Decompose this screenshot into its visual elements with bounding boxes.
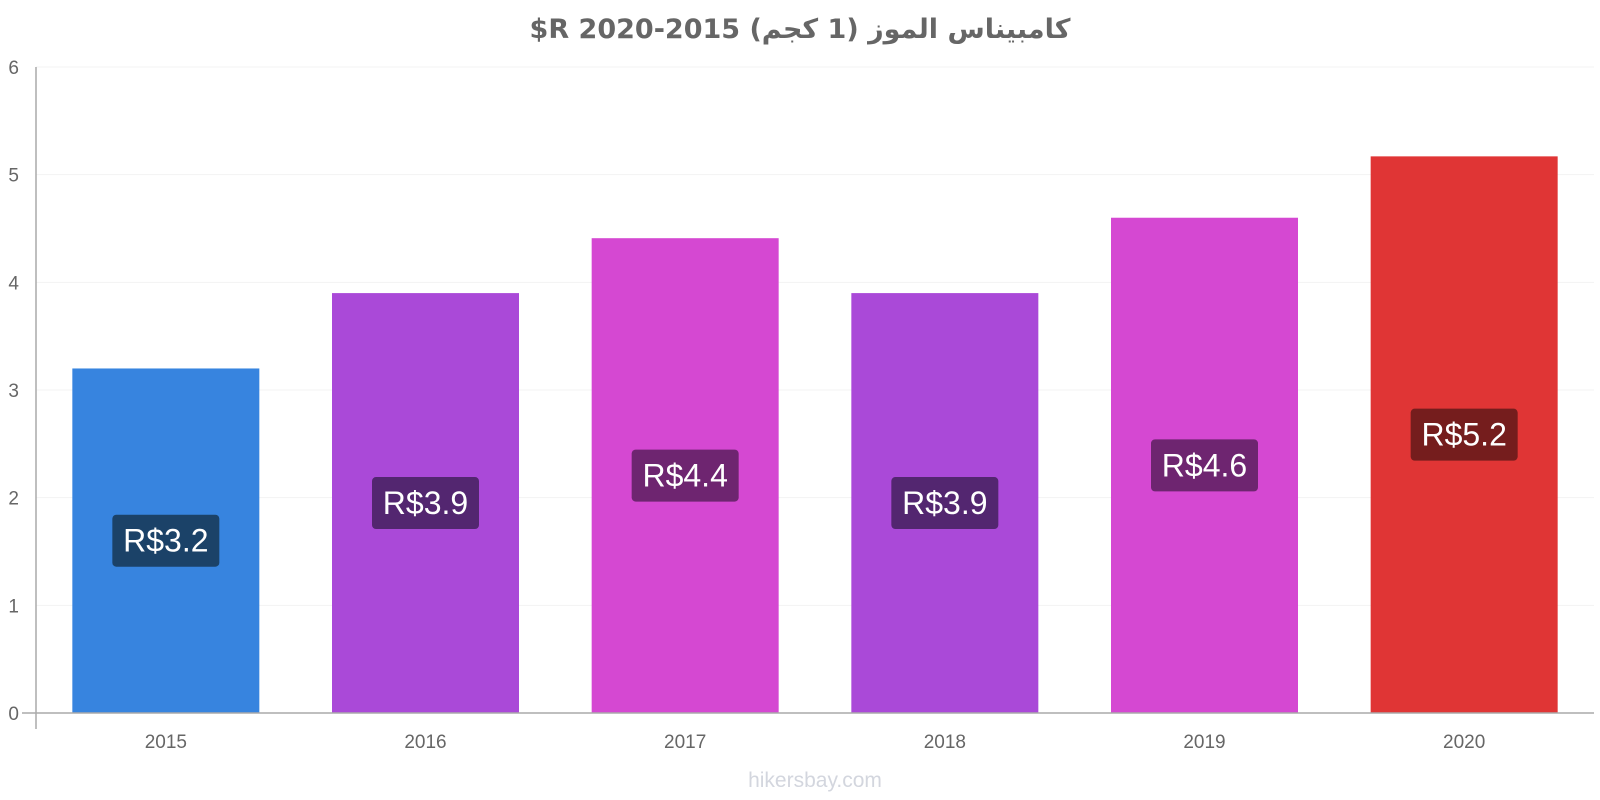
- x-tick-label: 2017: [664, 732, 706, 753]
- value-labels: R$3.2 R$3.9 R$4.4 R$3.9 R$4.6 R$5.2: [112, 408, 1518, 567]
- value-label-box: [1151, 439, 1258, 492]
- value-label: R$3.9: [902, 485, 987, 521]
- y-tick-label: 1: [8, 596, 19, 617]
- value-label: R$3.2: [123, 523, 208, 559]
- y-tick-label: 5: [8, 166, 19, 187]
- value-label-box: [372, 477, 479, 530]
- x-tick-label: 2015: [145, 732, 187, 753]
- value-label: R$4.6: [1162, 447, 1247, 483]
- x-tick-label: 2018: [924, 732, 966, 753]
- x-tick-label: 2016: [404, 732, 446, 753]
- value-label-box: [891, 477, 999, 530]
- x-tick-label: 2020: [1443, 732, 1485, 753]
- y-tick-label: 6: [8, 58, 19, 79]
- y-tick-label: 4: [8, 273, 19, 294]
- value-label: R$4.4: [642, 458, 727, 494]
- x-tick-label: 2019: [1183, 732, 1225, 753]
- watermark: hikersbay.com: [748, 769, 882, 792]
- value-label-box: [112, 514, 220, 567]
- grid-lines: [36, 66, 1594, 606]
- value-label: R$5.2: [1421, 417, 1506, 453]
- axes: 0 1 2 3 4 5 6 2015 2016 2017 2018 2019 2020: [8, 58, 1594, 753]
- chart-title: كامبيناس الموز (1 كجم) 2015-2020 R$: [529, 14, 1071, 45]
- y-tick-label: 2: [8, 489, 19, 510]
- value-label-box: [1410, 408, 1518, 461]
- y-tick-label: 0: [8, 704, 19, 725]
- value-label-box: [631, 449, 739, 502]
- value-label: R$3.9: [383, 485, 468, 521]
- y-tick-label: 3: [8, 381, 19, 402]
- bars: [72, 156, 1558, 713]
